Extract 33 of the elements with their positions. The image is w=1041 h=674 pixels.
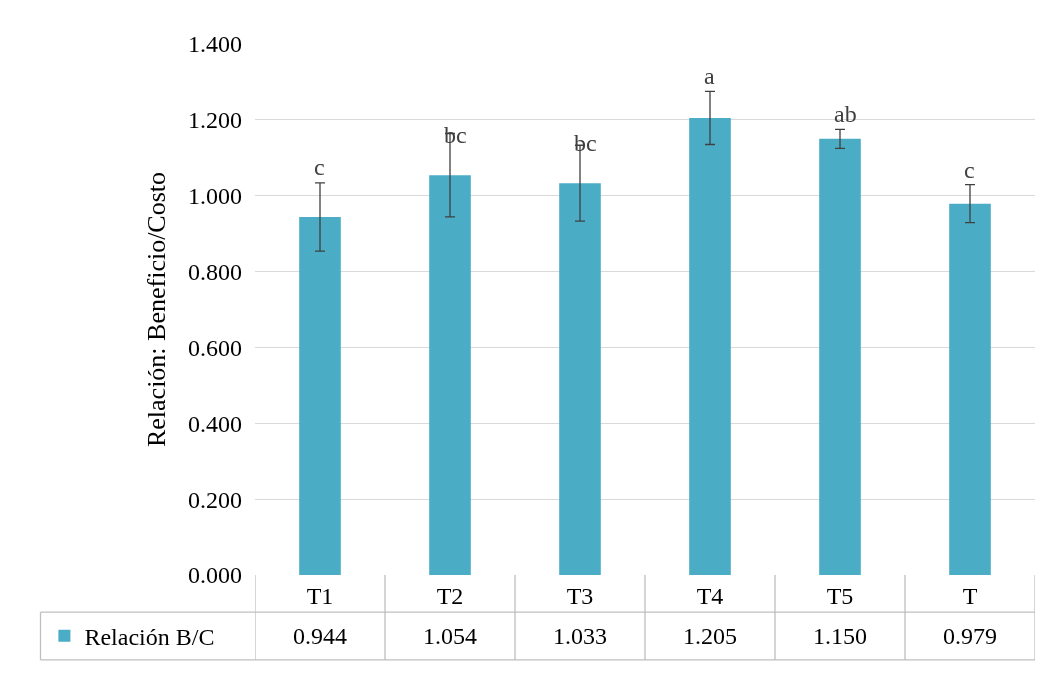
x-tick-label: T4 <box>696 583 724 609</box>
x-tick-label: T <box>962 583 978 609</box>
y-tick-label: 0.200 <box>188 486 242 513</box>
x-tick-label: T2 <box>436 583 464 609</box>
y-tick-label: 0.800 <box>188 258 242 285</box>
legend-label: Relación B/C <box>84 624 215 651</box>
data-label: 1.033 <box>553 623 607 649</box>
data-label: 0.979 <box>943 623 997 649</box>
x-tick-label: T3 <box>566 583 594 609</box>
y-axis-title: Relación: Beneficio/Costo <box>142 171 172 448</box>
bar <box>299 216 341 575</box>
bar <box>949 203 991 575</box>
bar <box>559 183 601 575</box>
bar <box>689 117 731 575</box>
y-tick-label: 0.400 <box>188 410 242 437</box>
data-label: 1.054 <box>423 623 477 649</box>
annotation: a <box>704 63 715 89</box>
annotation: c <box>314 154 325 180</box>
bar <box>429 175 471 575</box>
annotation: ab <box>834 101 857 127</box>
y-tick-label: 0.000 <box>188 562 242 589</box>
y-tick-label: 1.200 <box>188 107 242 134</box>
annotation: c <box>964 157 975 183</box>
y-tick-label: 0.600 <box>188 334 242 361</box>
y-tick-label: 1.000 <box>188 183 242 210</box>
annotation: bc <box>574 130 597 156</box>
data-label: 0.944 <box>293 623 347 649</box>
x-tick-label: T5 <box>826 583 854 609</box>
bar <box>819 138 861 575</box>
data-label: 1.205 <box>683 623 737 649</box>
data-label: 1.150 <box>813 623 867 649</box>
y-tick-label: 1.400 <box>188 31 242 58</box>
x-tick-label: T1 <box>306 583 334 609</box>
